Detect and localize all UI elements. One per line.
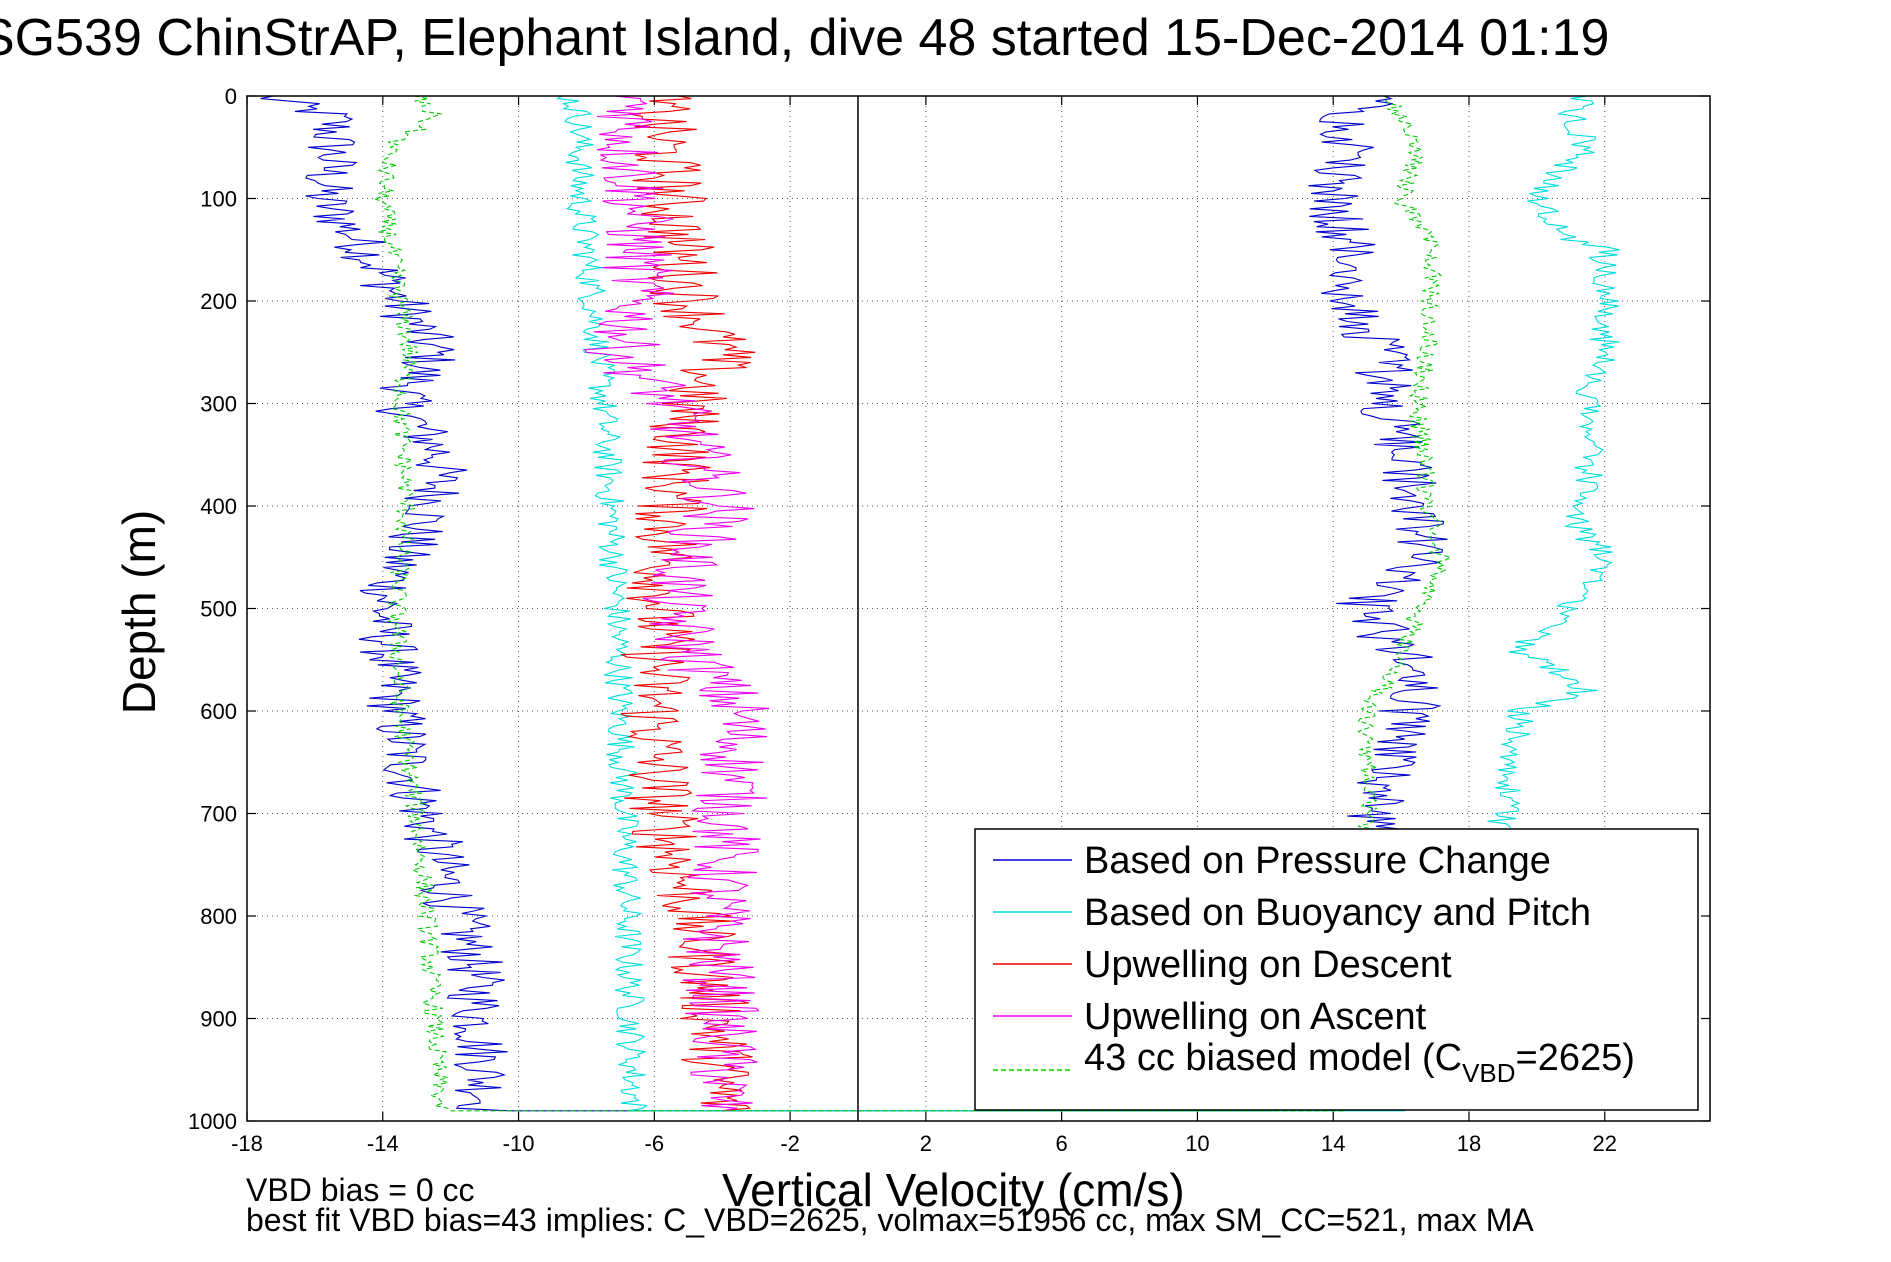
y-tick-label: 500 [200,597,237,622]
x-axis-label: Vertical Velocity (cm/s) [722,1164,1185,1216]
y-tick-label: 600 [200,699,237,724]
y-tick-label: 1000 [188,1109,237,1134]
series-layer [260,96,1620,1112]
chart-title: SG539 ChinStrAP, Elephant Island, dive 4… [0,9,1610,67]
y-tick-label: 800 [200,904,237,929]
legend-box [974,828,1699,1111]
legend-label-4: Upwelling on Ascent [1084,996,1427,1038]
x-axis: -18 -14 -10 -6 -2 2 6 10 14 18 22 [231,96,1617,1156]
legend-label-1: Based on Pressure Change [1084,840,1551,882]
best-fit-note: best fit VBD bias=43 implies: C_VBD=2625… [246,1202,1534,1238]
x-tick-label: -2 [780,1131,800,1156]
y-tick-label: 700 [200,802,237,827]
x-tick-label: -14 [367,1131,399,1156]
y-axis: 0 100 200 300 400 500 600 700 800 900 1000 [188,84,1710,1134]
series-line-4 [583,96,770,1112]
x-tick-label: 18 [1457,1131,1481,1156]
series-line-2 [555,96,1620,1112]
x-tick-label: 6 [1056,1131,1068,1156]
x-tick-label: -10 [503,1131,535,1156]
y-tick-label: 400 [200,494,237,519]
y-tick-label: 0 [225,84,237,109]
x-tick-label: 2 [920,1131,932,1156]
x-tick-label: -6 [645,1131,665,1156]
series-line-5 [371,96,1453,1112]
y-axis-label: Depth (m) [113,509,165,715]
y-tick-label: 900 [200,1007,237,1032]
y-tick-label: 200 [200,289,237,314]
legend: Based on Pressure Change Based on Buoyanc… [974,828,1699,1111]
x-tick-label: 10 [1185,1131,1209,1156]
vbd-bias-note: VBD bias = 0 cc [246,1172,475,1208]
y-tick-label: 300 [200,392,237,417]
legend-label-model: 43 cc biased model (CVBD=2625) [1084,1037,1635,1088]
y-tick-label: 100 [200,187,237,212]
legend-label-2: Based on Buoyancy and Pitch [1084,892,1591,934]
x-tick-label: -18 [231,1131,263,1156]
x-tick-label: 22 [1593,1131,1617,1156]
x-tick-label: 14 [1321,1131,1345,1156]
legend-label-3: Upwelling on Descent [1084,944,1452,986]
